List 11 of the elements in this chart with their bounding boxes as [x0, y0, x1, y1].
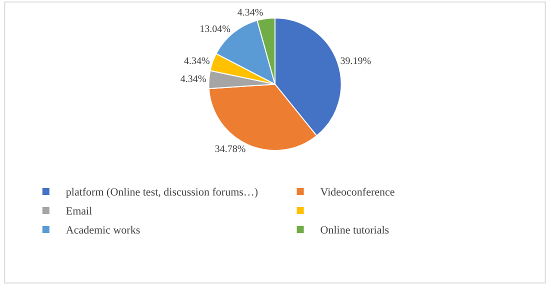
- legend-label: platform (Online test, discussion forums…): [66, 186, 258, 199]
- data-label: 34.78%: [214, 144, 246, 156]
- legend-label: Videoconference: [320, 186, 395, 199]
- data-label: 4.34%: [184, 56, 210, 67]
- data-label: 4.34%: [237, 8, 264, 19]
- legend-label: Academic works: [66, 224, 140, 237]
- legend-label: Email: [66, 206, 92, 218]
- data-label: 4.34%: [180, 74, 206, 86]
- data-label: 39.19%: [340, 56, 372, 67]
- data-label: 13.04%: [200, 24, 230, 35]
- legend-label: Online tutorials: [320, 224, 390, 237]
